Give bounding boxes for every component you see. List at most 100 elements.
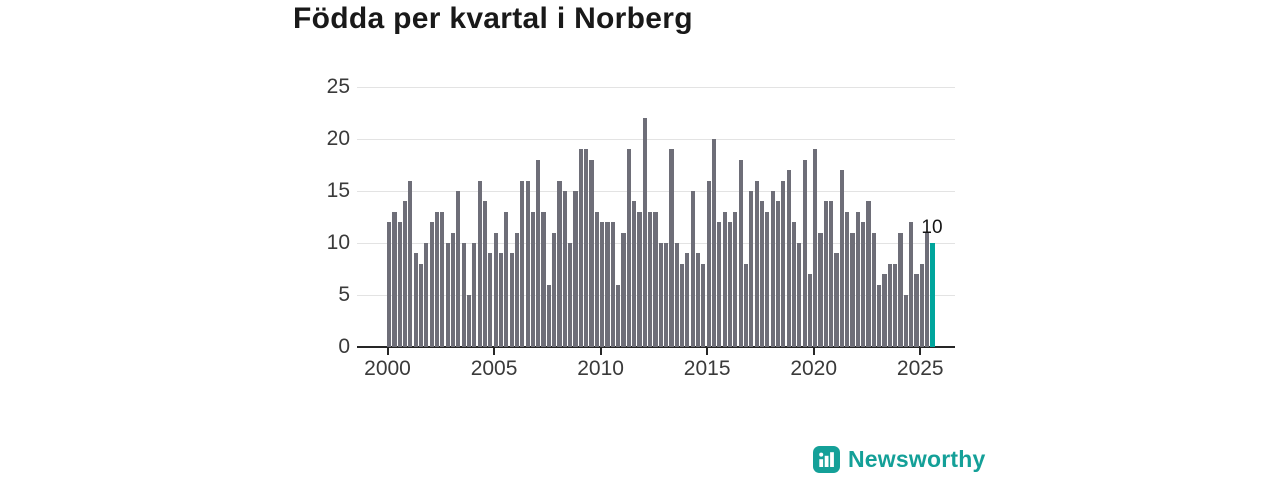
y-axis-label: 10 (326, 231, 350, 254)
bar (813, 149, 818, 347)
bar (679, 263, 685, 347)
bar (690, 191, 695, 347)
bar (925, 232, 930, 347)
bar (600, 222, 605, 347)
bar (472, 243, 477, 347)
x-axis-tick (599, 348, 602, 355)
bar (706, 180, 711, 347)
bar (877, 284, 882, 347)
bar (466, 295, 472, 347)
bar (664, 243, 669, 347)
bar (711, 139, 717, 347)
bar (413, 253, 418, 347)
bar (648, 211, 653, 347)
bar (802, 159, 807, 347)
bar (632, 201, 637, 347)
bar (552, 232, 557, 347)
bar (594, 211, 599, 347)
bar (791, 222, 797, 347)
bar (717, 222, 722, 347)
bar (818, 232, 823, 347)
bar (797, 243, 802, 347)
bar (461, 243, 466, 347)
bar (738, 159, 743, 347)
bar (546, 284, 551, 347)
bar (909, 222, 914, 347)
bar (509, 253, 514, 347)
bar (919, 263, 924, 347)
bar (578, 149, 583, 347)
bar (754, 180, 759, 347)
bar (829, 201, 834, 347)
bar (637, 211, 642, 347)
bar (685, 253, 690, 347)
bar (823, 201, 828, 347)
x-axis-label: 2005 (470, 357, 518, 380)
bar (504, 211, 509, 347)
y-axis-label: 5 (338, 283, 350, 306)
bar (445, 243, 450, 347)
bar (642, 118, 647, 347)
x-axis-tick (386, 348, 389, 355)
bar (568, 243, 573, 347)
bar-value-label: 10 (921, 217, 943, 238)
bar (387, 222, 392, 347)
gridline (357, 87, 955, 88)
bar (733, 211, 738, 347)
bar (616, 284, 621, 347)
bar (584, 149, 589, 347)
x-axis-tick (706, 348, 709, 355)
bar (882, 274, 887, 347)
bar (781, 180, 786, 347)
bar (770, 191, 775, 347)
bar (765, 211, 770, 347)
bar (695, 253, 701, 347)
bar (727, 222, 733, 347)
x-axis-label: 2000 (364, 357, 411, 380)
bar (424, 243, 429, 347)
bar (834, 253, 839, 347)
bar (914, 274, 919, 347)
bar (477, 180, 482, 347)
bar (701, 263, 706, 347)
bar (418, 263, 424, 347)
bar (408, 180, 413, 347)
newsworthy-bars-icon (813, 446, 840, 473)
bar (893, 263, 898, 347)
bar (850, 232, 855, 347)
bar (589, 159, 594, 347)
y-axis-label: 25 (326, 75, 350, 98)
bar (541, 211, 546, 347)
bar (871, 232, 876, 347)
bar (429, 222, 434, 347)
bar (743, 263, 749, 347)
bar (839, 170, 844, 347)
bar (456, 191, 461, 347)
bar (903, 295, 908, 347)
x-axis-line (357, 346, 955, 348)
bar (520, 180, 525, 347)
bar (402, 201, 408, 347)
x-axis-tick (812, 348, 815, 355)
bar (557, 180, 562, 347)
newsworthy-logo[interactable]: Newsworthy (813, 446, 985, 473)
bar (653, 211, 658, 347)
bar (786, 170, 791, 347)
bar (440, 211, 445, 347)
bar (482, 201, 488, 347)
x-axis-tick (919, 348, 922, 355)
bar (807, 274, 813, 347)
bar (898, 232, 903, 347)
bar (855, 211, 860, 347)
bar (450, 232, 456, 347)
bar (722, 211, 727, 347)
bar (610, 222, 615, 347)
x-axis-label: 2025 (896, 357, 944, 380)
highlighted-bar (930, 243, 935, 347)
newsworthy-logo-text: Newsworthy (848, 446, 986, 472)
bar (493, 232, 498, 347)
bar (658, 243, 663, 347)
y-axis-label: 15 (326, 179, 350, 202)
bar (392, 211, 397, 347)
bar (498, 253, 504, 347)
